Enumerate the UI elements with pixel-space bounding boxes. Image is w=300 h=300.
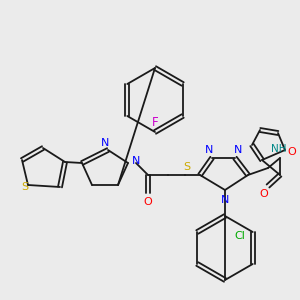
Text: N: N [101,138,109,148]
Text: F: F [152,116,158,128]
Text: Cl: Cl [234,231,245,241]
Text: N: N [205,145,213,155]
Text: O: O [288,147,296,157]
Text: S: S [21,182,28,192]
Text: O: O [144,197,152,207]
Text: O: O [260,189,268,199]
Text: N: N [234,145,242,155]
Text: NH: NH [271,144,287,154]
Text: N: N [221,195,229,205]
Text: N: N [132,156,140,166]
Text: S: S [183,162,190,172]
